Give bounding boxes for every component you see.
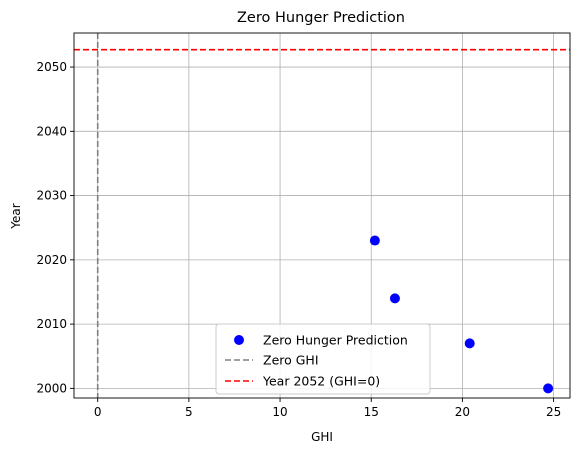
legend-label-year-line: Year 2052 (GHI=0) (262, 374, 380, 389)
plot-frame (73, 32, 571, 399)
y-tick-label: 2050 (36, 60, 67, 74)
x-axis-ticks: 0 5 10 15 20 25 (94, 398, 561, 419)
legend-label-zero-ghi: Zero GHI (263, 353, 319, 368)
y-axis-label: Year (9, 203, 23, 229)
legend: Zero Hunger Prediction Zero GHI Year 205… (215, 323, 431, 395)
legend-marker-scatter (234, 335, 244, 345)
y-tick-label: 2010 (36, 317, 67, 331)
x-tick-label: 20 (455, 405, 470, 419)
y-axis-ticks: 2000 2010 2020 2030 2040 2050 (36, 60, 74, 395)
x-tick-label: 5 (185, 405, 193, 419)
legend-box (215, 323, 431, 395)
y-tick-label: 2020 (36, 253, 67, 267)
chart-title: Zero Hunger Prediction (237, 10, 405, 26)
y-tick-label: 2030 (36, 189, 67, 203)
x-tick-label: 15 (364, 405, 379, 419)
scatter-point (369, 235, 380, 246)
legend-label-scatter: Zero Hunger Prediction (263, 333, 408, 348)
y-tick-label: 2000 (36, 381, 67, 395)
x-tick-label: 0 (94, 405, 102, 419)
scatter-point (464, 338, 475, 349)
x-axis-label: GHI (311, 430, 333, 444)
scatter-point (389, 293, 400, 304)
x-tick-label: 10 (272, 405, 287, 419)
x-tick-label: 25 (546, 405, 561, 419)
scatter-point (543, 383, 554, 394)
scatter-points (369, 235, 554, 394)
reference-lines (74, 33, 570, 398)
y-tick-label: 2040 (36, 124, 67, 138)
